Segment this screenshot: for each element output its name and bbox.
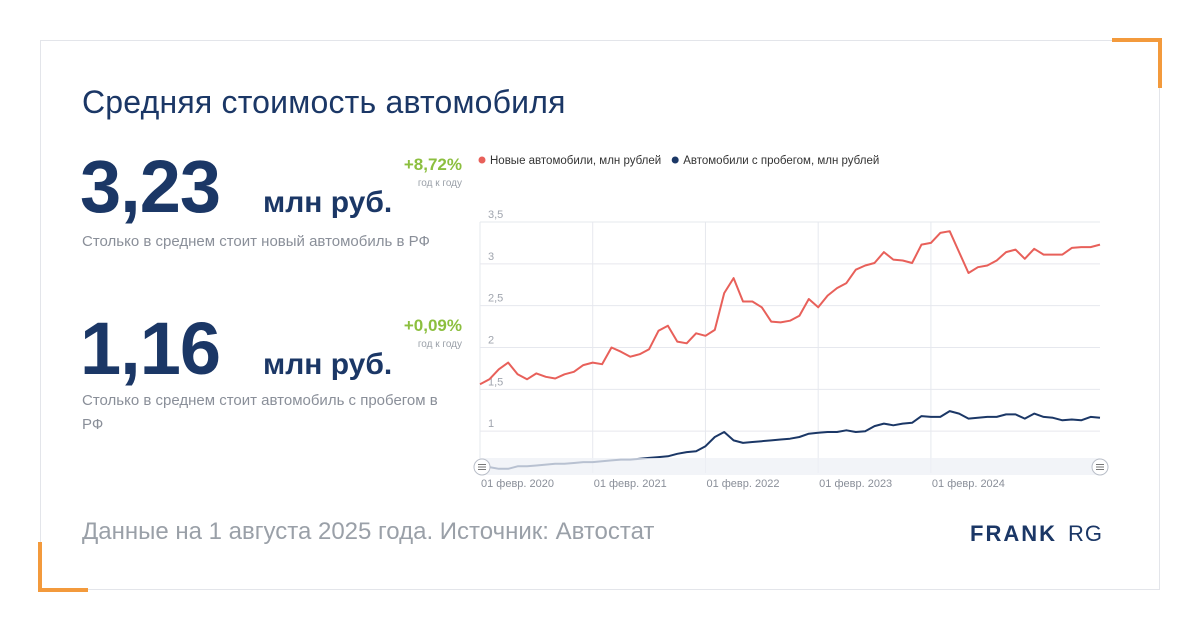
footer-note: Данные на 1 августа 2025 года. Источник:… (82, 518, 655, 545)
x-tick-label: 01 февр. 2021 (594, 478, 667, 490)
x-tick-label: 01 февр. 2024 (932, 478, 1005, 490)
series-line (479, 230, 1101, 386)
y-tick-label: 2,5 (488, 293, 503, 305)
handle-grip (478, 464, 486, 470)
page-title: Средняя стоимость автомобиля (82, 84, 566, 120)
legend-marker (671, 156, 679, 164)
y-tick-label: 3,5 (488, 209, 503, 221)
legend-label: Новые автомобили, млн рублей (490, 155, 661, 167)
kpi-unit: млн руб. (263, 348, 393, 381)
x-tick-label: 01 февр. 2023 (819, 478, 892, 490)
kpi-value: 1,16 (80, 307, 221, 390)
kpi-description: Столько в среднем стоит автомобиль с про… (82, 392, 438, 433)
x-tick-label: 01 февр. 2020 (481, 478, 554, 490)
x-tick-label: 01 февр. 2022 (706, 478, 779, 490)
plot-area: 1 1,5 2 2,5 3 3,5 01 февр. 2020 01 февр. 2021 01… (479, 209, 1101, 490)
corner-accent (1112, 38, 1162, 88)
kpi-change-label: год к году (417, 339, 462, 350)
y-tick-label: 1,5 (488, 376, 503, 388)
navigator-band (480, 458, 1100, 475)
kpi-change: +0,09% (403, 316, 462, 335)
kpi-value: 3,23 (80, 145, 221, 228)
navigator (473, 458, 1109, 476)
legend-label: Автомобили с пробегом, млн рублей (683, 155, 879, 167)
legend: Новые автомобили, млн рублей Автомобили с… (478, 155, 879, 167)
corner-accent (38, 542, 88, 592)
brand-light: RG (1068, 521, 1103, 546)
legend-marker (478, 156, 486, 164)
y-tick-label: 3 (488, 251, 494, 263)
kpi-change-label: год к году (417, 178, 462, 189)
y-tick-label: 1 (488, 418, 494, 430)
brand-bold: FRANK (970, 521, 1057, 546)
handle-grip (1096, 464, 1104, 470)
kpi-change: +8,72% (403, 155, 462, 174)
kpi-description: Столько в среднем стоит новый автомобиль… (82, 233, 430, 250)
card-frame (40, 40, 1160, 590)
y-tick-label: 2 (488, 335, 494, 347)
kpi-unit: млн руб. (263, 186, 393, 219)
